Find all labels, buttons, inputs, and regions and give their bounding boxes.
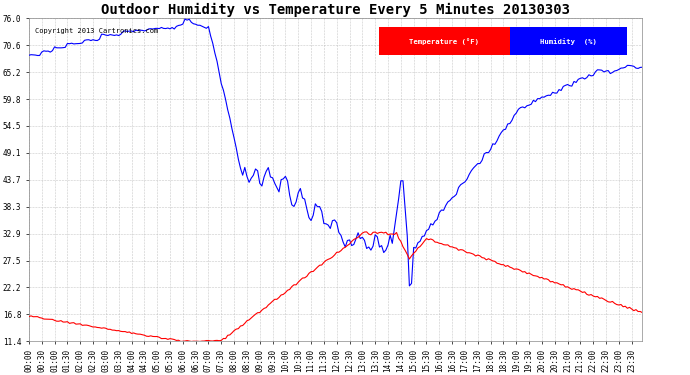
FancyBboxPatch shape bbox=[379, 27, 511, 55]
Title: Outdoor Humidity vs Temperature Every 5 Minutes 20130303: Outdoor Humidity vs Temperature Every 5 … bbox=[101, 3, 570, 17]
Text: Temperature (°F): Temperature (°F) bbox=[409, 38, 480, 45]
Text: Copyright 2013 Cartronics.com: Copyright 2013 Cartronics.com bbox=[35, 28, 158, 34]
FancyBboxPatch shape bbox=[511, 27, 627, 55]
Text: Humidity  (%): Humidity (%) bbox=[540, 38, 598, 45]
